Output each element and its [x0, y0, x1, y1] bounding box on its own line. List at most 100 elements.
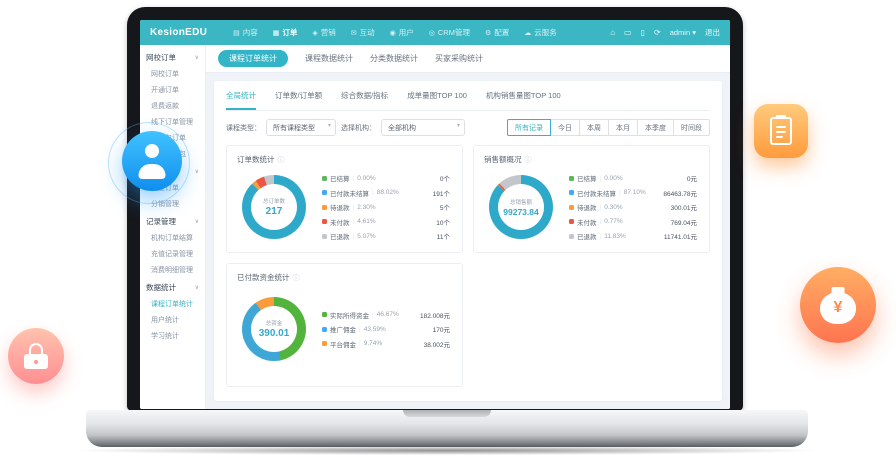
sidebar-section-school-orders[interactable]: 网校订单 ∨ — [146, 53, 199, 62]
cloud-icon: ☁ — [524, 29, 532, 37]
main-area: 课程订单统计 课程数据统计 分类数据统计 买家采购统计 全局统计 订单数/订单额… — [206, 45, 730, 409]
org-label: 选择机构： — [341, 124, 376, 132]
sidebar-section-records[interactable]: 记录管理 ∨ — [146, 217, 199, 226]
user-icon-torso — [138, 164, 166, 179]
legend-row: 已结算 | 0.00% 0个 — [322, 173, 450, 183]
time-filter-quarter[interactable]: 本季度 — [637, 119, 674, 136]
refresh-icon[interactable]: ⟳ — [654, 28, 661, 37]
subtab-global-stats[interactable]: 全局统计 — [226, 90, 256, 110]
legend-row: 待退款 | 0.30% 300.01元 — [569, 202, 697, 212]
nav-item-marketing[interactable]: ◈ 营销 — [312, 28, 336, 37]
chevron-down-icon: ∨ — [194, 285, 199, 291]
nav-item-content[interactable]: ▤ 内容 — [233, 28, 258, 37]
tab-course-order-stats[interactable]: 课程订单统计 — [218, 50, 288, 67]
legend: 已结算 | 0.00% 0个 已付款未结算 | 88.02% 191个 待退款 | 2.30% 5… — [322, 173, 450, 241]
card-paid-funds: 已付款资金统计 ⓘ 总资金 390.01 实际所得资金 | 46.67% 182.008元… — [226, 263, 463, 387]
card-title: 已付款资金统计 — [237, 273, 290, 282]
sub-tabs: 全局统计 订单数/订单额 综合数据/指标 成单量图TOP 100 机构销售量图T… — [226, 81, 710, 111]
crm-icon: ◎ — [428, 29, 435, 37]
sidebar: 网校订单∨ 网校订单 开通订单 退费返款 线下订单管理 课程包订单 开通课程包 … — [140, 45, 206, 409]
sidebar-item[interactable]: 分销管理 — [151, 201, 179, 208]
caret-down-icon: ▾ — [327, 123, 331, 129]
subtab-order-counts[interactable]: 订单数/订单额 — [275, 91, 323, 100]
time-filter-month[interactable]: 本月 — [608, 119, 638, 136]
legend-row: 实际所得资金 | 46.67% 182.008元 — [322, 310, 450, 320]
order-count-donut-chart: 总订单数 217 — [242, 175, 306, 239]
sidebar-item[interactable]: 机构订单结算 — [151, 235, 193, 242]
card-title: 销售额概况 — [484, 155, 522, 164]
content-panel: 全局统计 订单数/订单额 综合数据/指标 成单量图TOP 100 机构销售量图T… — [214, 81, 722, 401]
nav-menu: ▤ 内容 ▦ 订单 ◈ 营销 ✉ 互动 ◉ 用户 ◎ CRM管理 ⚙ 配置 ☁ 云服务 — [233, 27, 557, 38]
sidebar-item[interactable]: 退费返款 — [151, 103, 179, 110]
legend-row: 已付款未结算 | 88.02% 191个 — [322, 188, 450, 198]
orders-icon: ▦ — [272, 29, 280, 37]
time-filter-all[interactable]: 所有记录 — [507, 119, 551, 136]
top-navbar: KesionEDU ▤ 内容 ▦ 订单 ◈ 营销 ✉ 互动 ◉ 用户 ◎ CRM管理 ⚙ 配置… — [140, 20, 730, 45]
nav-item-cloud[interactable]: ☁ 云服务 — [524, 28, 557, 37]
legend: 已结算 | 0.00% 0元 已付款未结算 | 87.10% 86463.78元 待退款 | 0… — [569, 173, 697, 241]
sidebar-item[interactable]: 网校订单 — [151, 71, 179, 78]
course-type-select[interactable]: 所有课程类型 ▾ — [266, 119, 336, 136]
time-filter-group: 所有记录 今日 本周 本月 本季度 时间段 — [507, 119, 710, 136]
interaction-icon: ✉ — [350, 29, 357, 37]
content-icon: ▤ — [233, 29, 240, 37]
user-badge-ring — [108, 122, 190, 204]
nav-item-users[interactable]: ◉ 用户 — [389, 28, 414, 37]
user-menu[interactable]: admin ▾ — [669, 28, 696, 37]
sidebar-item-course-order-stats[interactable]: 课程订单统计 — [151, 301, 193, 308]
info-icon[interactable]: ⓘ — [524, 156, 532, 164]
tab-buyer-purchase-stats[interactable]: 买家采购统计 — [435, 54, 483, 63]
money-badge: ¥ — [800, 267, 876, 343]
subtab-top100-org-sales[interactable]: 机构销售量图TOP 100 — [485, 91, 561, 100]
time-filter-today[interactable]: 今日 — [550, 119, 580, 136]
paid-funds-donut-chart: 总资金 390.01 — [242, 297, 306, 361]
users-icon: ◉ — [389, 29, 396, 37]
laptop-base-notch — [403, 410, 491, 417]
card-order-count: 订单数统计 ⓘ 总订单数 217 已结算 | 0.00% 0个 已付款未结算 | 88.02%… — [226, 145, 463, 253]
monitor-icon[interactable]: ▭ — [624, 28, 632, 37]
yen-symbol: ¥ — [833, 299, 843, 316]
legend: 实际所得资金 | 46.67% 182.008元 推广佣金 | 43.59% 170元 平台… — [322, 310, 450, 349]
legend-row: 已退款 | 11.83% 11741.01元 — [569, 231, 697, 241]
caret-down-icon: ▾ — [692, 28, 696, 37]
logout-link[interactable]: 退出 — [705, 28, 720, 37]
time-filter-week[interactable]: 本周 — [579, 119, 609, 136]
legend-row: 未付款 | 4.61% 10个 — [322, 217, 450, 227]
mobile-icon[interactable]: ▯ — [640, 28, 645, 37]
sidebar-item[interactable]: 线下订单管理 — [151, 119, 193, 126]
nav-item-interaction[interactable]: ✉ 互动 — [350, 28, 375, 37]
marketing-icon: ◈ — [312, 29, 318, 37]
chart-cards: 订单数统计 ⓘ 总订单数 217 已结算 | 0.00% 0个 已付款未结算 | 88.02%… — [226, 145, 710, 387]
sidebar-item[interactable]: 充值记录管理 — [151, 251, 193, 258]
home-icon[interactable]: ⌂ — [610, 28, 616, 37]
user-icon — [145, 144, 159, 158]
org-select[interactable]: 全部机构 ▾ — [381, 119, 465, 136]
lock-icon — [24, 343, 48, 369]
tab-course-data-stats[interactable]: 课程数据统计 — [305, 54, 353, 63]
subtab-composite-metrics[interactable]: 综合数据/指标 — [341, 91, 389, 100]
legend-row: 平台佣金 | 9.74% 38.002元 — [322, 339, 450, 349]
sidebar-item[interactable]: 消费明细管理 — [151, 267, 193, 274]
course-type-label: 课程类型： — [226, 124, 261, 132]
nav-item-crm[interactable]: ◎ CRM管理 — [428, 28, 470, 37]
nav-item-orders[interactable]: ▦ 订单 — [272, 28, 298, 37]
tab-category-data-stats[interactable]: 分类数据统计 — [370, 54, 418, 63]
legend-row: 已结算 | 0.00% 0元 — [569, 173, 697, 183]
info-icon[interactable]: ⓘ — [277, 156, 285, 164]
legend-row: 已退款 | 5.07% 11个 — [322, 231, 450, 241]
user-badge — [122, 131, 182, 191]
nav-item-settings[interactable]: ⚙ 配置 — [484, 28, 510, 37]
laptop-shadow — [80, 446, 814, 455]
sidebar-item[interactable]: 学习统计 — [151, 333, 179, 340]
legend-row: 推广佣金 | 43.59% 170元 — [322, 324, 450, 334]
sidebar-section-statistics[interactable]: 数据统计 ∨ — [146, 283, 199, 292]
lock-badge — [8, 328, 64, 384]
top-tabs: 课程订单统计 课程数据统计 分类数据统计 买家采购统计 — [206, 45, 730, 73]
filter-row: 课程类型： 所有课程类型 ▾ 选择机构： 全部机构 ▾ 所有记录 今日 本周 本月 … — [226, 119, 710, 136]
subtab-top100-orders[interactable]: 成单量图TOP 100 — [407, 91, 467, 100]
sidebar-item[interactable]: 开通订单 — [151, 87, 179, 94]
time-filter-range[interactable]: 时间段 — [673, 119, 710, 136]
info-icon[interactable]: ⓘ — [292, 274, 300, 282]
sidebar-item[interactable]: 用户统计 — [151, 317, 179, 324]
